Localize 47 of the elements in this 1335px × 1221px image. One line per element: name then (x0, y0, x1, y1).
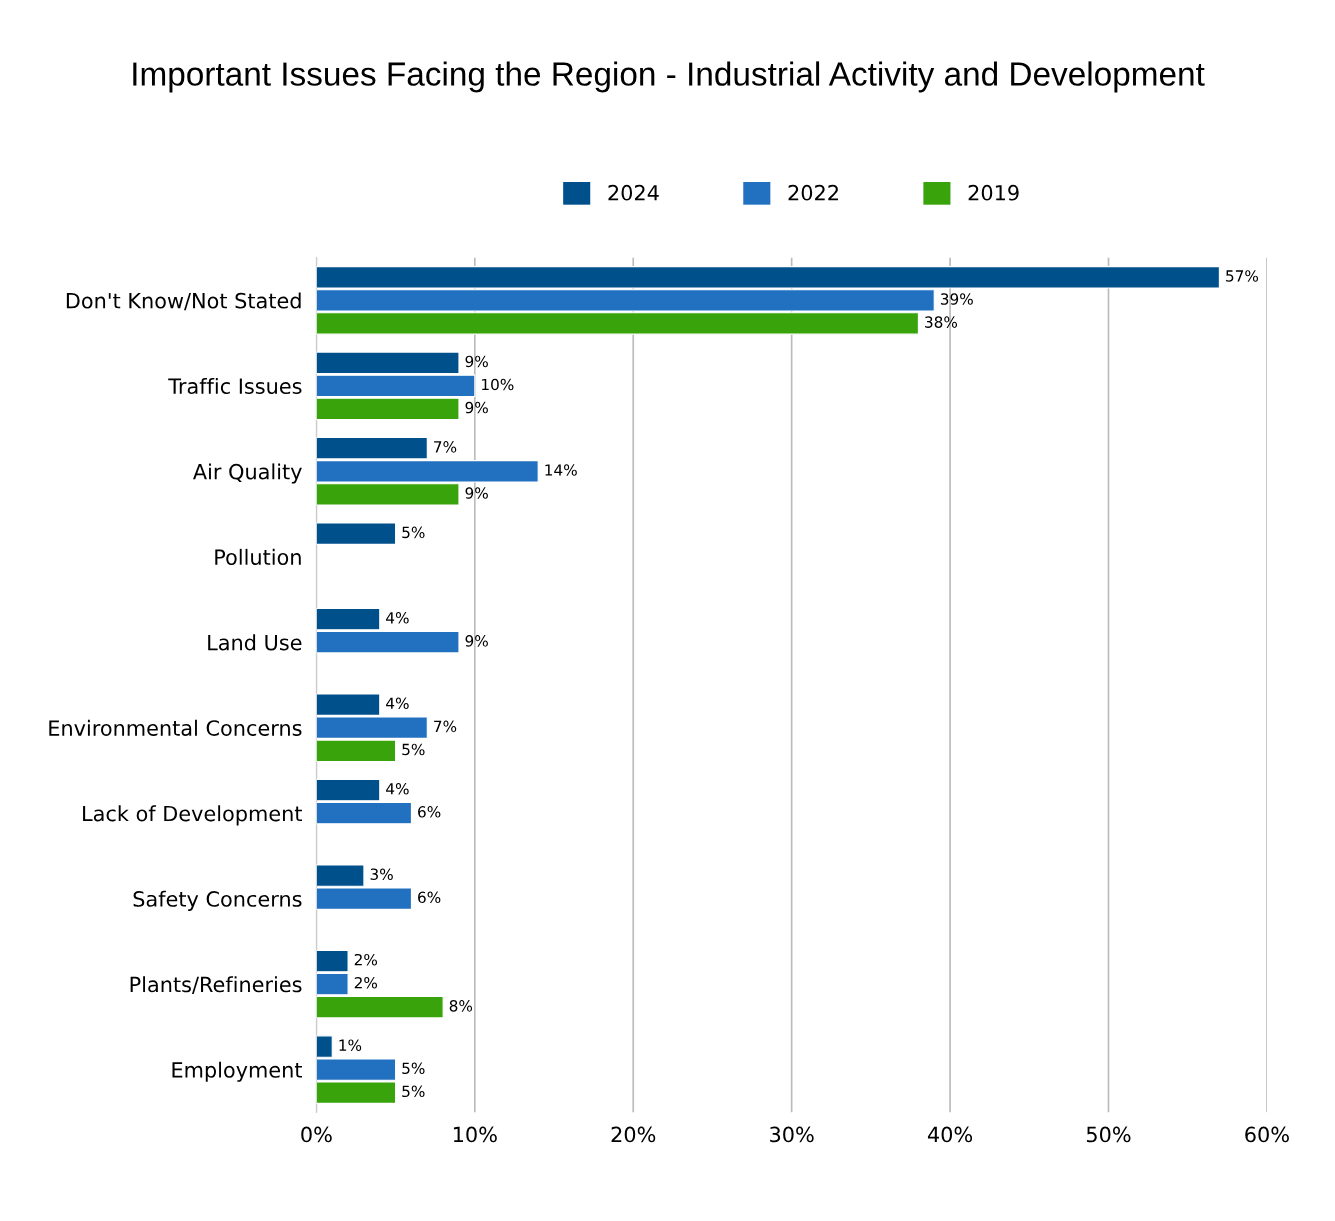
x-tick-label: 10% (453, 1126, 497, 1143)
legend-label: 2022 (788, 184, 838, 201)
x-tick-label: 40% (927, 1126, 973, 1143)
y-tick-label: Employment (172, 1061, 302, 1082)
data-label: 7% (434, 720, 457, 733)
x-tick-label: 20% (611, 1126, 656, 1143)
data-label: 5% (402, 1062, 425, 1075)
data-label: 6% (418, 806, 441, 818)
data-label: 5% (402, 743, 425, 756)
y-tick-label: Traffic Issues (168, 377, 302, 395)
y-tick-label: Lack of Development (83, 805, 302, 826)
data-label: 5% (402, 526, 425, 539)
x-tick-label: 30% (770, 1126, 814, 1143)
data-label: 8% (449, 1000, 473, 1012)
data-label: 39% (940, 293, 973, 305)
data-label: 2% (354, 953, 378, 966)
y-tick-label: Land Use (208, 634, 302, 651)
y-tick-label: Don't Know/Not Stated (66, 292, 301, 311)
data-label: 5% (402, 1085, 425, 1098)
data-label: 57% (1226, 270, 1259, 282)
y-tick-label: Plants/Refineries (130, 976, 302, 994)
data-label: 1% (339, 1039, 362, 1051)
y-tick-label: Pollution (215, 548, 301, 565)
data-label: 4% (386, 612, 409, 624)
legend-label: 2019 (968, 184, 1019, 201)
x-tick-label: 50% (1086, 1126, 1131, 1143)
data-label: 10% (482, 378, 514, 391)
data-label: 9% (465, 355, 488, 368)
data-label: 4% (386, 697, 409, 710)
bar (316, 522, 397, 545)
y-tick-label: Environmental Concerns (49, 719, 302, 736)
chart-title: Important Issues Facing the Region - Industrial Activity and Development (133, 61, 1205, 93)
data-label: 7% (434, 441, 457, 453)
data-label: 14% (545, 464, 577, 476)
data-label: 6% (418, 891, 441, 904)
data-label: 9% (465, 635, 488, 647)
data-label: 3% (370, 868, 393, 881)
data-label: 9% (465, 401, 488, 414)
data-label: 38% (925, 316, 958, 328)
data-label: 4% (386, 782, 409, 795)
y-tick-label: Air Quality (193, 463, 302, 484)
data-label: 2% (354, 977, 378, 989)
legend-label: 2024 (608, 184, 659, 201)
x-tick-label: 60% (1245, 1126, 1289, 1143)
y-tick-label: Safety Concerns (133, 890, 302, 911)
data-label: 9% (465, 487, 488, 499)
x-tick-label: 0% (301, 1126, 332, 1143)
